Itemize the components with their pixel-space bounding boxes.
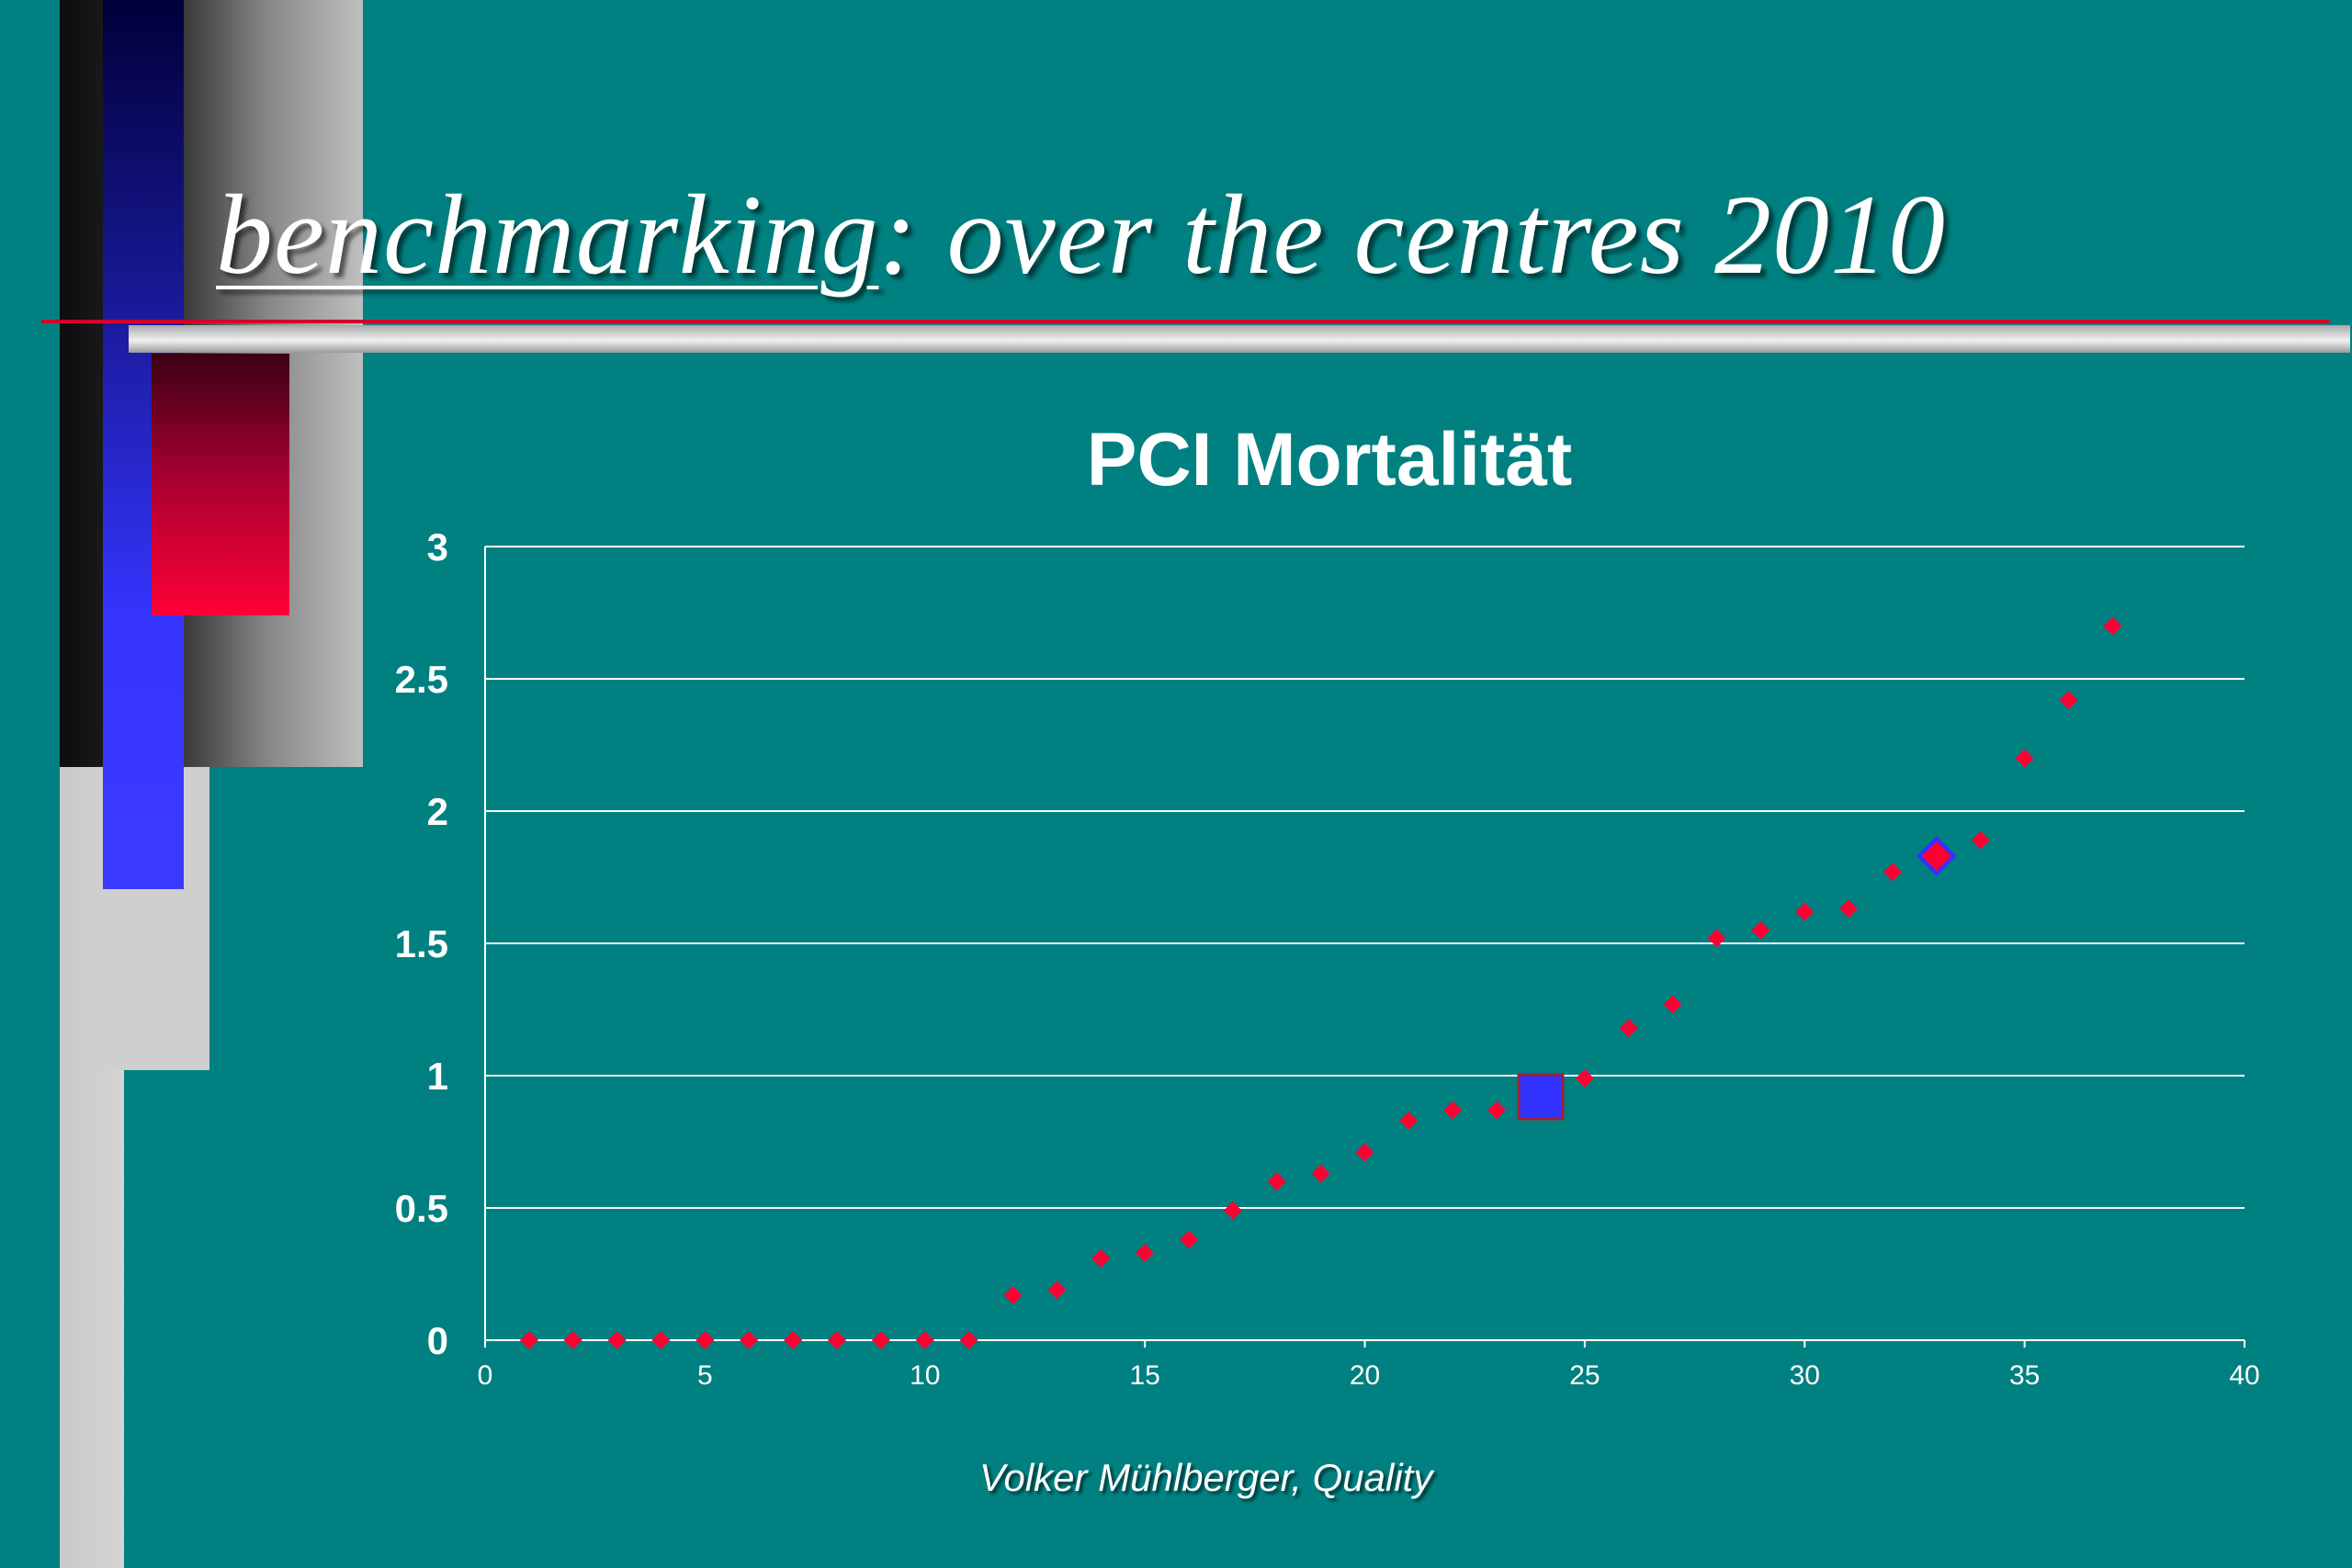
data-point (1136, 1243, 1155, 1262)
data-point (607, 1331, 627, 1349)
data-point (2103, 616, 2122, 636)
data-point (915, 1331, 934, 1349)
data-point (1619, 1019, 1638, 1038)
data-point (1839, 899, 1859, 919)
data-point (1487, 1100, 1507, 1120)
data-point (695, 1331, 715, 1349)
data-point (1003, 1286, 1023, 1305)
y-tick-label: 0.5 (395, 1187, 448, 1230)
grid-layer (485, 546, 2245, 1209)
highlight-square-point (1517, 1073, 1565, 1121)
data-point (1047, 1280, 1067, 1300)
highlight-diamond-point (1921, 840, 1951, 871)
y-tick-label: 2 (427, 790, 448, 833)
axis-layer (484, 547, 2245, 1348)
x-tick-label: 25 (1569, 1360, 1600, 1391)
data-point (740, 1331, 759, 1349)
tick-layer: 00.511.522.530 5 10 15 20 25 30 35 40 (395, 525, 2260, 1391)
data-point (1751, 920, 1770, 940)
data-point (959, 1331, 978, 1349)
y-tick-label: 1 (427, 1055, 448, 1098)
data-point (1399, 1111, 1419, 1130)
data-point (2059, 691, 2078, 710)
data-point (1180, 1230, 1198, 1249)
data-point (651, 1331, 671, 1349)
decor-gray-rule (129, 325, 2350, 353)
slide-title-underlined: benchmarking (216, 172, 879, 298)
chart-title: PCI Mortalität (1087, 418, 1572, 502)
x-tick-label: 5 (697, 1360, 713, 1391)
x-tick-label: 15 (1129, 1360, 1159, 1391)
data-point (1663, 995, 1682, 1014)
data-point (1883, 863, 1902, 882)
data-point (1223, 1201, 1242, 1220)
data-point (1091, 1248, 1111, 1268)
data-point (1971, 830, 1990, 850)
footer-author: Volker Mühlberger, Quality (979, 1456, 1433, 1499)
data-point (1707, 929, 1726, 948)
data-point (1795, 902, 1815, 921)
x-tick-label: 40 (2229, 1360, 2259, 1391)
data-point (1575, 1068, 1594, 1088)
data-point (1443, 1100, 1463, 1120)
data-point (871, 1331, 890, 1349)
y-tick-label: 0 (427, 1319, 448, 1362)
point-layer (519, 616, 2122, 1349)
decor-red-rule (41, 320, 2329, 323)
data-point (563, 1331, 582, 1349)
data-point (1311, 1164, 1330, 1183)
x-tick-label: 0 (478, 1360, 493, 1391)
data-point (519, 1331, 538, 1349)
x-tick-label: 35 (2009, 1360, 2040, 1391)
slide-title-rest: : over the centres 2010 (878, 172, 1946, 298)
y-tick-label: 3 (427, 525, 448, 569)
y-tick-label: 1.5 (395, 922, 448, 965)
y-tick-label: 2.5 (395, 658, 448, 701)
data-point (784, 1331, 803, 1349)
x-tick-label: 30 (1790, 1360, 1820, 1391)
data-point (1267, 1172, 1286, 1191)
data-point (2015, 749, 2034, 768)
data-point (828, 1331, 846, 1349)
x-tick-label: 20 (1350, 1360, 1380, 1391)
decor-red-block (152, 354, 289, 615)
slide-title: benchmarking: over the centres 2010 (216, 170, 1946, 300)
data-point (1355, 1143, 1374, 1162)
x-tick-label: 10 (910, 1360, 940, 1391)
